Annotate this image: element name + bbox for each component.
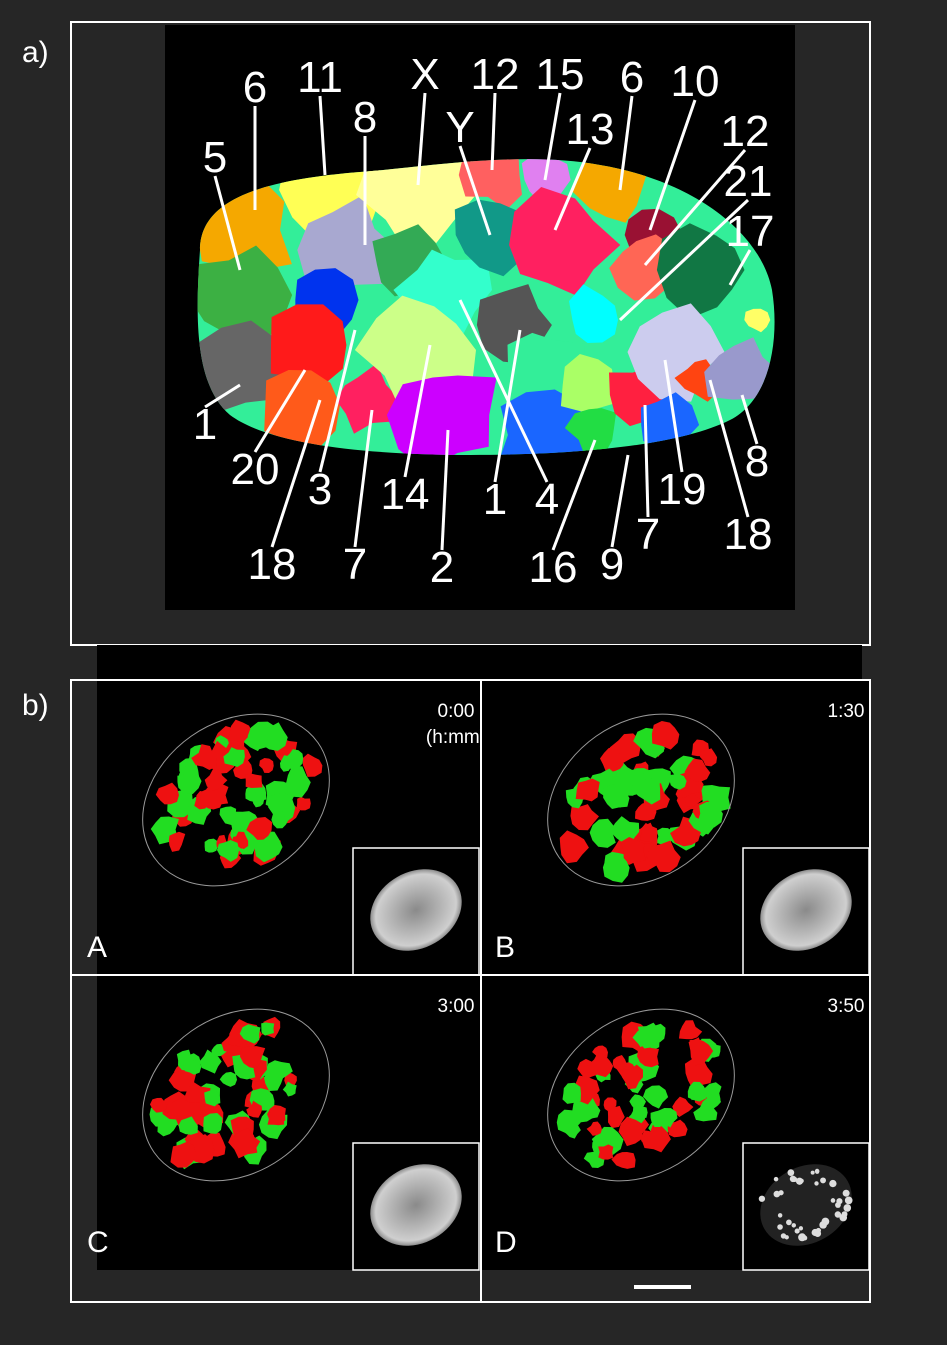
time-label: 1:30 <box>828 701 865 722</box>
frame-letter: A <box>87 931 107 964</box>
inset-spot <box>785 1235 789 1239</box>
frame: 3:50 D <box>481 974 871 1270</box>
region-label: 19 <box>658 465 707 514</box>
region-label: 13 <box>566 105 615 154</box>
region-label: 11 <box>297 53 343 102</box>
inset-spot <box>819 1221 827 1229</box>
inset-spot <box>774 1177 779 1182</box>
inset-spot <box>788 1169 795 1176</box>
time-label: 3:00 <box>438 996 475 1017</box>
inset-spot <box>814 1230 821 1237</box>
region-label: 16 <box>529 543 578 592</box>
region-label: 6 <box>620 53 644 102</box>
inset-spot <box>795 1229 800 1234</box>
divider <box>480 680 482 1302</box>
inset-spot <box>777 1224 783 1230</box>
inset-spot <box>778 1213 782 1217</box>
inset-spot <box>820 1177 826 1183</box>
inset-spot <box>831 1198 836 1203</box>
scale-bar <box>634 1285 691 1289</box>
panel-label: a) <box>22 36 49 69</box>
region-label: 1 <box>193 400 217 449</box>
region-label: 7 <box>343 540 367 589</box>
frame-letter: C <box>87 1226 109 1259</box>
region-label: 17 <box>726 207 775 256</box>
region-label: 12 <box>721 107 770 156</box>
region-label: 3 <box>308 465 332 514</box>
inset-spot <box>814 1181 818 1185</box>
frame: 1:30 B <box>481 679 871 975</box>
region-label: 20 <box>231 445 280 494</box>
inset-spot <box>843 1190 850 1197</box>
inset-spot <box>836 1198 842 1204</box>
inset-spot <box>839 1214 847 1222</box>
inset-spot <box>799 1226 803 1230</box>
inset-spot <box>843 1204 851 1212</box>
inset-spot <box>792 1223 796 1227</box>
region-label: 7 <box>636 510 660 559</box>
region-label: 6 <box>243 63 267 112</box>
inset-spot <box>811 1171 815 1175</box>
region-label: 12 <box>471 50 520 99</box>
region-label: 4 <box>535 475 559 524</box>
inset-spot <box>774 1191 781 1198</box>
region-label: 2 <box>430 543 454 592</box>
time-label: 0:00 <box>438 701 475 722</box>
region-label: 18 <box>724 510 773 559</box>
inset-spot <box>786 1220 792 1226</box>
region-label: 14 <box>381 470 430 519</box>
region-label: X <box>410 50 439 99</box>
time-label: 3:50 <box>828 996 865 1017</box>
frame: 3:00 C <box>87 974 481 1270</box>
region-label: 5 <box>203 133 227 182</box>
inset-spot <box>815 1170 819 1174</box>
inset-spot <box>829 1180 836 1187</box>
region-label: 10 <box>671 57 720 106</box>
inset-spot <box>759 1196 765 1202</box>
region-label: 8 <box>745 437 769 486</box>
region-label: 9 <box>600 540 624 589</box>
frame-letter: B <box>495 931 515 964</box>
panel-label: b) <box>22 689 49 722</box>
frame-letter: D <box>495 1226 517 1259</box>
divider <box>71 974 870 976</box>
region-label: 18 <box>248 540 297 589</box>
time-unit: (h:mm) <box>426 727 486 748</box>
region-label: 21 <box>724 157 773 206</box>
frame: 0:00 (h:mm) A <box>87 679 486 975</box>
inset-spot <box>798 1233 806 1241</box>
panel-b-strip <box>97 645 862 681</box>
inset-spot <box>790 1176 796 1182</box>
figure: 56118X121513610122117Y120318714214169719… <box>0 0 947 1345</box>
inset-spot <box>845 1197 853 1205</box>
region-label: Y <box>445 103 474 152</box>
region-label: 1 <box>483 475 507 524</box>
region-label: 15 <box>536 50 585 99</box>
panel-b: 0:00 (h:mm) A 1:30 B 3:00 C 3:50 D <box>71 679 871 1302</box>
region-label: 8 <box>353 93 377 142</box>
